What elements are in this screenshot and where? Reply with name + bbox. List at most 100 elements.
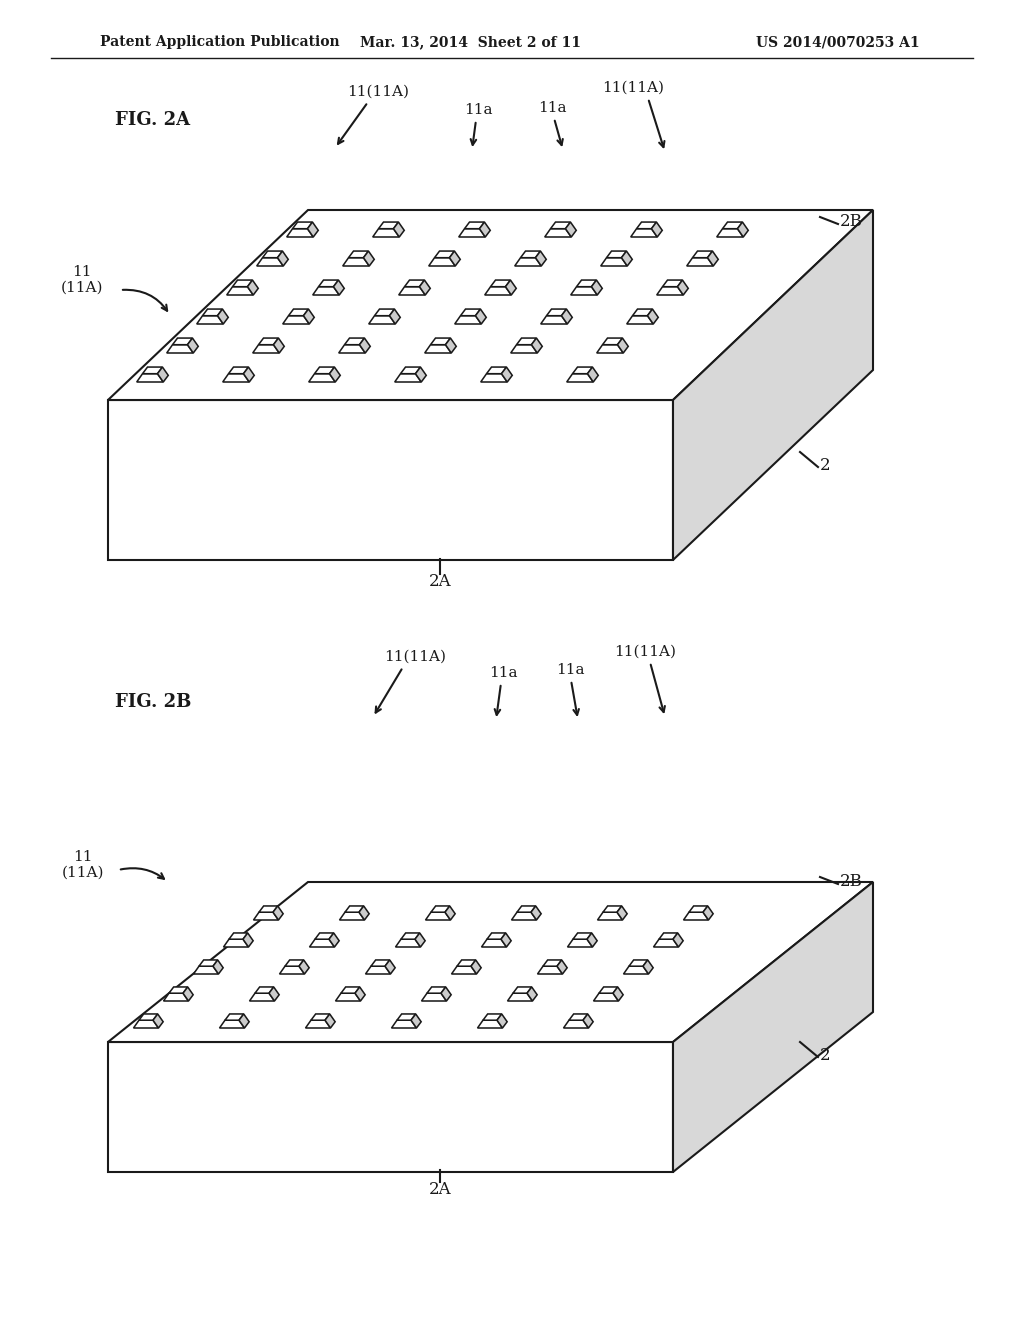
Polygon shape xyxy=(232,280,253,286)
Polygon shape xyxy=(547,309,566,315)
Polygon shape xyxy=(598,912,623,920)
Polygon shape xyxy=(673,882,873,1172)
Polygon shape xyxy=(516,338,537,345)
Polygon shape xyxy=(108,400,673,560)
Polygon shape xyxy=(422,993,446,1001)
Text: 11(11A): 11(11A) xyxy=(347,84,409,99)
Polygon shape xyxy=(133,1020,159,1028)
Polygon shape xyxy=(416,367,426,381)
Polygon shape xyxy=(253,345,280,352)
Text: 11
(11A): 11 (11A) xyxy=(61,850,104,880)
Polygon shape xyxy=(158,367,168,381)
Polygon shape xyxy=(515,257,542,267)
Polygon shape xyxy=(339,345,366,352)
Polygon shape xyxy=(287,228,313,238)
Polygon shape xyxy=(217,309,228,323)
Polygon shape xyxy=(441,987,452,1001)
Polygon shape xyxy=(445,906,455,920)
Text: 2B: 2B xyxy=(840,874,863,891)
Polygon shape xyxy=(348,251,369,257)
Polygon shape xyxy=(311,1014,330,1020)
Polygon shape xyxy=(599,987,617,993)
Polygon shape xyxy=(551,222,570,228)
Text: 11(11A): 11(11A) xyxy=(614,645,676,659)
Polygon shape xyxy=(329,933,339,946)
Polygon shape xyxy=(737,222,749,238)
Polygon shape xyxy=(479,222,490,238)
Polygon shape xyxy=(258,338,279,345)
Polygon shape xyxy=(480,374,507,381)
Polygon shape xyxy=(369,315,395,323)
Polygon shape xyxy=(395,940,421,946)
Polygon shape xyxy=(429,257,456,267)
Polygon shape xyxy=(373,228,399,238)
Polygon shape xyxy=(248,280,258,294)
Polygon shape xyxy=(411,1014,421,1028)
Polygon shape xyxy=(629,960,648,966)
Polygon shape xyxy=(708,251,718,267)
Polygon shape xyxy=(517,906,536,912)
Polygon shape xyxy=(538,966,562,974)
Text: 2B: 2B xyxy=(840,214,863,231)
Polygon shape xyxy=(527,987,538,1001)
Polygon shape xyxy=(366,966,390,974)
Polygon shape xyxy=(692,251,713,257)
Text: 11a: 11a xyxy=(538,102,566,115)
Polygon shape xyxy=(285,960,304,966)
Polygon shape xyxy=(389,309,400,323)
Polygon shape xyxy=(633,309,652,315)
Polygon shape xyxy=(394,374,421,381)
Polygon shape xyxy=(345,906,364,912)
Polygon shape xyxy=(289,309,308,315)
Polygon shape xyxy=(330,367,340,381)
Polygon shape xyxy=(622,251,632,267)
Polygon shape xyxy=(229,933,248,940)
Polygon shape xyxy=(228,367,249,374)
Polygon shape xyxy=(137,374,163,381)
Polygon shape xyxy=(497,1014,507,1028)
Polygon shape xyxy=(461,309,480,315)
Polygon shape xyxy=(244,367,254,381)
Polygon shape xyxy=(283,315,309,323)
Polygon shape xyxy=(484,286,511,294)
Polygon shape xyxy=(511,345,538,352)
Polygon shape xyxy=(434,251,455,257)
Polygon shape xyxy=(303,309,314,323)
Polygon shape xyxy=(278,251,289,267)
Polygon shape xyxy=(226,286,253,294)
Polygon shape xyxy=(250,993,274,1001)
Polygon shape xyxy=(359,338,371,352)
Text: Patent Application Publication: Patent Application Publication xyxy=(100,36,340,49)
Polygon shape xyxy=(506,280,516,294)
Polygon shape xyxy=(255,987,273,993)
Polygon shape xyxy=(223,374,249,381)
Polygon shape xyxy=(108,210,873,400)
Polygon shape xyxy=(167,345,194,352)
Polygon shape xyxy=(627,315,653,323)
Polygon shape xyxy=(513,987,531,993)
Polygon shape xyxy=(340,912,365,920)
Polygon shape xyxy=(536,251,546,267)
Polygon shape xyxy=(315,933,334,940)
Polygon shape xyxy=(481,940,507,946)
Text: 11a: 11a xyxy=(464,103,493,117)
Polygon shape xyxy=(273,338,285,352)
Text: FIG. 2B: FIG. 2B xyxy=(115,693,191,711)
Polygon shape xyxy=(613,987,624,1001)
Polygon shape xyxy=(404,280,425,286)
Polygon shape xyxy=(567,940,593,946)
Polygon shape xyxy=(307,222,318,238)
Polygon shape xyxy=(172,338,193,345)
Polygon shape xyxy=(602,338,623,345)
Polygon shape xyxy=(594,993,618,1001)
Polygon shape xyxy=(617,906,627,920)
Polygon shape xyxy=(483,1014,502,1020)
Polygon shape xyxy=(393,222,404,238)
Text: 11(11A): 11(11A) xyxy=(602,81,664,95)
Polygon shape xyxy=(656,286,683,294)
Polygon shape xyxy=(257,257,284,267)
Polygon shape xyxy=(259,906,278,912)
Polygon shape xyxy=(254,912,279,920)
Polygon shape xyxy=(501,933,511,946)
Polygon shape xyxy=(431,906,450,912)
